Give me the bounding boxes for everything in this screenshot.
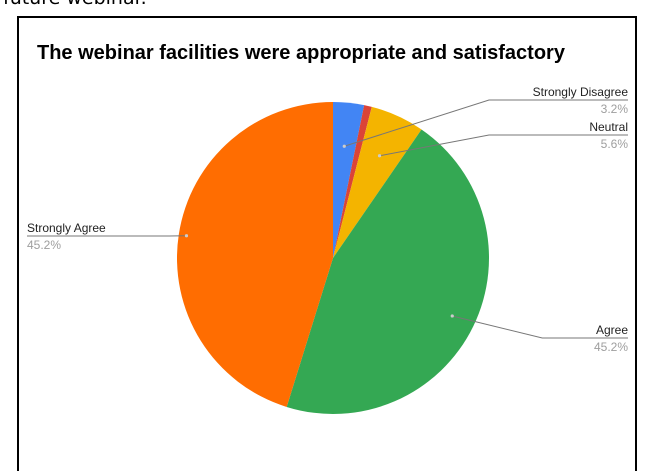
leader-dot: [343, 145, 346, 148]
pie-chart: Strongly Disagree 3.2% Neutral 5.6% Agree 45.…: [19, 18, 639, 473]
slice-percent: 45.2%: [594, 340, 628, 354]
slice-percent: 3.2%: [601, 102, 629, 116]
leader-dot: [185, 234, 188, 237]
leader-dot: [451, 314, 454, 317]
chart-frame: The webinar facilities were appropriate …: [17, 16, 637, 471]
leader-dot: [378, 154, 381, 157]
slice-label: Strongly Agree: [27, 221, 106, 235]
slice-label: Neutral: [589, 120, 628, 134]
slice-percent: 45.2%: [27, 238, 61, 252]
slice-label: Agree: [596, 323, 628, 337]
slice-percent: 5.6%: [601, 137, 629, 151]
page-caption: future webinar.: [3, 0, 147, 9]
slice-label: Strongly Disagree: [533, 85, 629, 99]
